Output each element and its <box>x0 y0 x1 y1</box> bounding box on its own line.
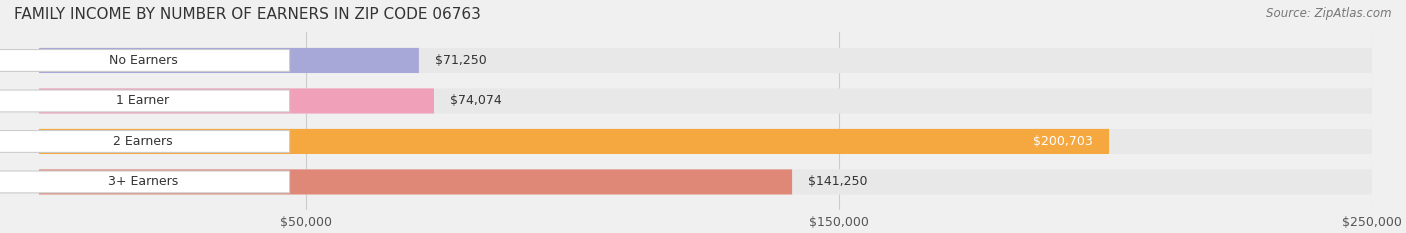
Text: FAMILY INCOME BY NUMBER OF EARNERS IN ZIP CODE 06763: FAMILY INCOME BY NUMBER OF EARNERS IN ZI… <box>14 7 481 22</box>
Text: $71,250: $71,250 <box>434 54 486 67</box>
FancyBboxPatch shape <box>39 129 1109 154</box>
FancyBboxPatch shape <box>0 90 290 112</box>
FancyBboxPatch shape <box>39 169 1372 195</box>
FancyBboxPatch shape <box>0 50 290 71</box>
FancyBboxPatch shape <box>39 88 434 113</box>
Text: $74,074: $74,074 <box>450 94 502 107</box>
FancyBboxPatch shape <box>0 171 290 193</box>
Text: $141,250: $141,250 <box>808 175 868 188</box>
FancyBboxPatch shape <box>39 48 419 73</box>
Text: 2 Earners: 2 Earners <box>114 135 173 148</box>
FancyBboxPatch shape <box>39 48 1372 73</box>
Text: $200,703: $200,703 <box>1033 135 1092 148</box>
Text: Source: ZipAtlas.com: Source: ZipAtlas.com <box>1267 7 1392 20</box>
Text: 1 Earner: 1 Earner <box>117 94 170 107</box>
FancyBboxPatch shape <box>39 129 1372 154</box>
FancyBboxPatch shape <box>39 169 792 195</box>
FancyBboxPatch shape <box>0 130 290 152</box>
Text: No Earners: No Earners <box>108 54 177 67</box>
FancyBboxPatch shape <box>39 88 1372 113</box>
Text: 3+ Earners: 3+ Earners <box>108 175 179 188</box>
